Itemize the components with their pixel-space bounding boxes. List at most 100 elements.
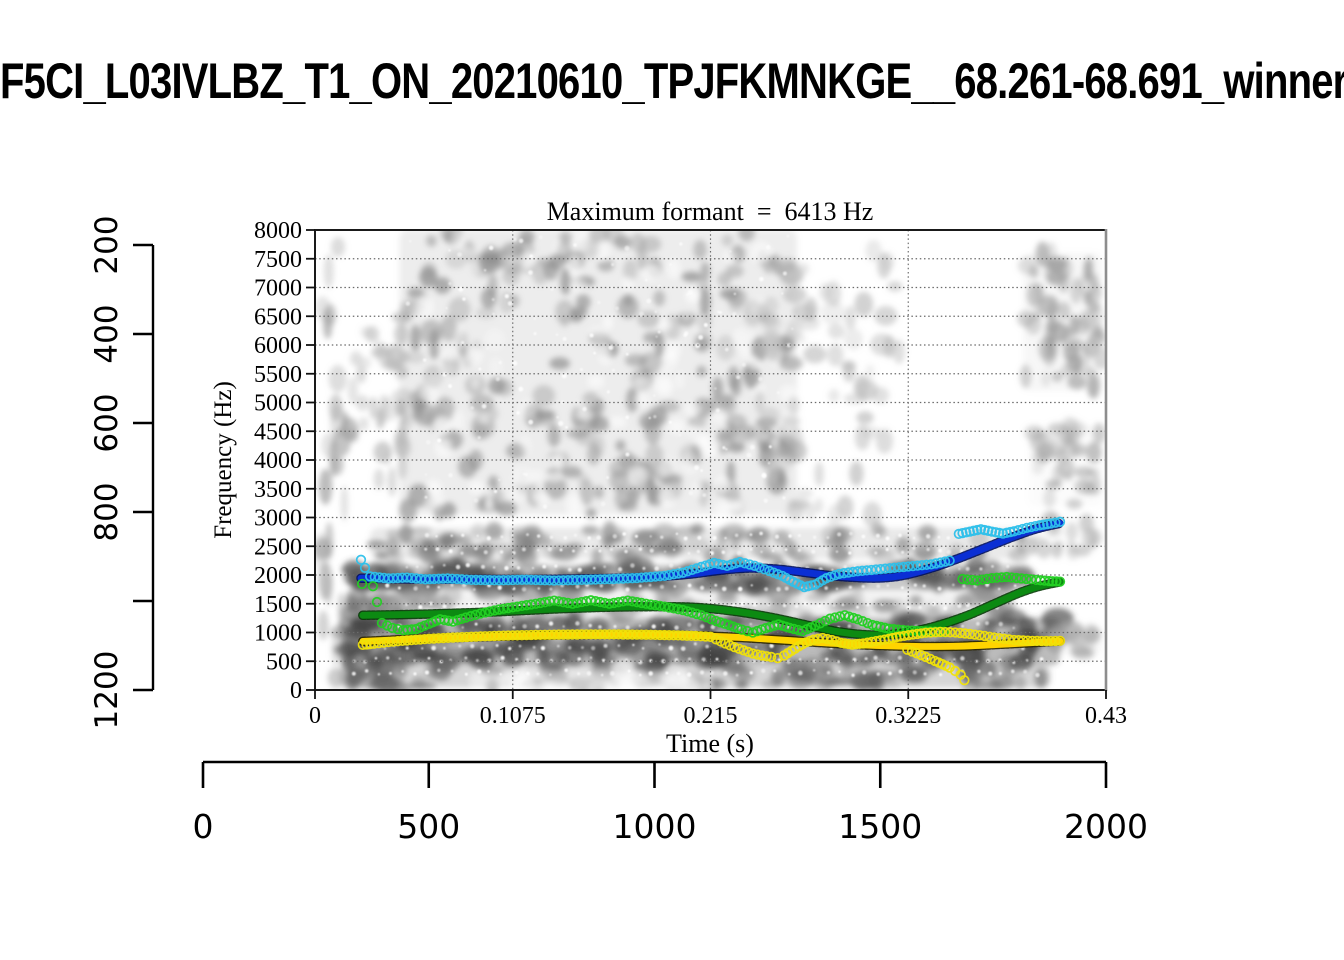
spectro-blob: [451, 411, 463, 431]
y-tick-label: 7500: [254, 247, 302, 273]
spectro-blob: [582, 640, 613, 657]
raw-point-green-raw: [1047, 576, 1058, 587]
speckle-dot: [351, 671, 356, 676]
x-tick-label: 0.43: [1085, 703, 1127, 729]
spectro-blob: [862, 501, 882, 528]
raw-point-yellow-raw: [817, 632, 828, 644]
spectro-blob: [318, 468, 333, 505]
spectro-blob: [436, 438, 452, 457]
spectro-blob: [564, 612, 582, 635]
speckle-dot: [508, 646, 512, 651]
speckle-dot: [703, 323, 708, 328]
speckle-dot: [874, 551, 878, 555]
speckle-dot: [750, 584, 753, 587]
raw-point-yellow-raw: [950, 627, 961, 638]
raw-point-green-raw: [986, 573, 998, 584]
speckle-dot: [610, 286, 613, 289]
speckle-dot: [774, 534, 780, 539]
speckle-dot: [694, 465, 700, 471]
spectro-blob: [762, 334, 781, 360]
spectro-blob: [759, 406, 780, 425]
raw-point-yellow-raw: [695, 631, 706, 642]
speckle-dot: [473, 498, 479, 503]
speckle-dot: [415, 565, 419, 569]
spectro-blob: [330, 237, 346, 258]
raw-point-green-raw: [677, 604, 689, 616]
spectro-blob: [486, 330, 504, 350]
speckle-dot: [797, 533, 801, 538]
raw-point-green-raw: [1043, 575, 1055, 587]
speckle-dot: [562, 625, 565, 628]
speckle-dot: [497, 585, 502, 590]
speckle-dot: [735, 673, 739, 677]
spectro-blob: [768, 455, 780, 483]
speckle-dot: [811, 549, 816, 554]
speckle-dot: [593, 351, 596, 355]
raw-point-green-raw: [747, 627, 758, 638]
speckle-dot: [679, 242, 683, 246]
raw-point-yellow-raw: [772, 652, 783, 664]
speckle-dot: [500, 535, 504, 539]
spectro-blob: [555, 299, 575, 325]
spectro-blob: [990, 675, 1015, 690]
speckle-dot: [584, 549, 588, 553]
speckle-dot: [549, 535, 554, 540]
speckle-dot: [473, 546, 478, 551]
speckle-dot: [712, 535, 717, 540]
spectro-blob: [471, 260, 481, 273]
y-tick-label: 2500: [254, 534, 302, 560]
raw-point-cyan-raw: [944, 555, 955, 566]
speckle-dot: [442, 563, 446, 567]
spectro-blob: [510, 676, 536, 690]
spectro-blob: [457, 534, 472, 545]
speckle-dot: [363, 659, 367, 664]
spectro-blob: [630, 466, 649, 487]
speckle-dot: [586, 671, 592, 676]
outer-bottom-tick-label: 500: [397, 807, 460, 846]
speckle-dot: [435, 535, 438, 538]
speckle-dot: [657, 330, 661, 334]
speckle-dot: [589, 656, 593, 659]
speckle-dot: [462, 297, 466, 301]
speckle-dot: [651, 624, 656, 629]
speckle-dot: [717, 310, 720, 314]
speckle-dot: [455, 564, 461, 570]
speckle-dot: [687, 552, 691, 555]
speckle-dot: [573, 243, 577, 247]
speckle-dot: [598, 625, 602, 629]
speckle-dot: [579, 367, 584, 372]
spectro-blob: [529, 471, 543, 481]
raw-point-green-raw: [736, 624, 747, 635]
speckle-dot: [389, 671, 392, 675]
speckle-dot: [477, 436, 481, 440]
spectro-blob: [803, 345, 827, 364]
spectro-blob: [986, 614, 1017, 627]
speckle-dot: [538, 235, 543, 240]
spectro-blob: [539, 679, 569, 690]
spectro-blob: [1035, 241, 1050, 267]
raw-point-yellow-raw: [423, 633, 435, 644]
raw-point-yellow-raw: [979, 630, 990, 642]
speckle-dot: [668, 645, 674, 651]
spectro-blob: [567, 495, 582, 516]
speckle-dot: [611, 262, 615, 267]
spectro-blob: [796, 488, 814, 499]
speckle-dot: [760, 550, 763, 554]
speckle-dot: [577, 657, 582, 661]
speckle-dot: [568, 646, 572, 650]
speckle-dot: [654, 566, 660, 571]
speckle-dot: [548, 621, 554, 626]
speckle-dot: [609, 547, 614, 552]
spectro-blob: [559, 230, 572, 245]
speckle-dot: [918, 605, 922, 609]
speckle-dot: [425, 439, 431, 445]
spectro-blob: [918, 524, 937, 541]
spectro-blob: [788, 332, 807, 345]
speckle-dot: [550, 287, 554, 291]
speckle-dot: [861, 584, 865, 589]
speckle-dot: [518, 386, 524, 392]
spectro-blob: [546, 473, 562, 482]
speckle-dot: [737, 586, 743, 592]
speckle-dot: [826, 536, 830, 540]
raw-point-green-raw: [484, 606, 495, 617]
